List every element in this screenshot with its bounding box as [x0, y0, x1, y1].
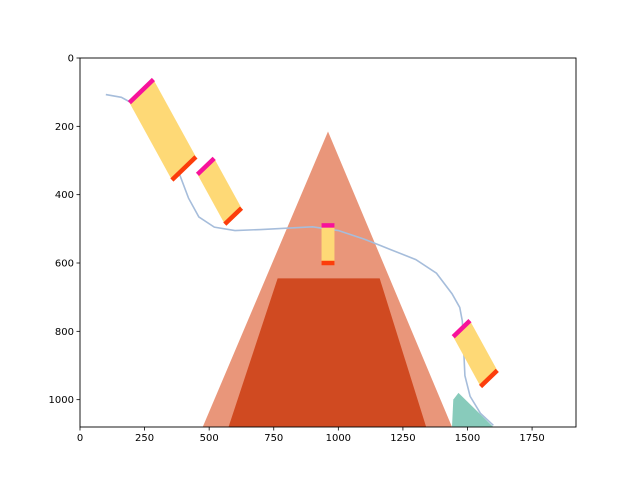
marker-body: [453, 320, 498, 387]
marker-body: [129, 79, 196, 180]
x-tick-label: 1250: [390, 433, 415, 444]
y-tick-label: 0: [68, 54, 74, 65]
y-tick-label: 1000: [49, 395, 74, 406]
x-tick-label: 0: [77, 433, 83, 444]
marker-body: [321, 225, 335, 263]
x-tick-label: 500: [200, 433, 219, 444]
x-axis: 0 250 500 750 1000 1250 1500 1750: [77, 427, 545, 444]
x-tick-label: 1000: [326, 433, 351, 444]
x-tick-label: 750: [264, 433, 283, 444]
y-axis: 0 200 400 600 800 1000: [49, 54, 80, 406]
marker-body: [197, 158, 242, 225]
y-tick-label: 800: [55, 327, 74, 338]
marker-1: [127, 77, 198, 182]
marker-back-cap: [223, 206, 244, 226]
marker-2: [195, 156, 244, 226]
marker-back-cap: [170, 155, 198, 182]
y-tick-label: 600: [55, 259, 74, 270]
marker-4: [451, 319, 499, 389]
markers-layer: [127, 77, 499, 389]
marker-front-cap: [195, 156, 216, 177]
corner-wedge: [452, 392, 494, 427]
plot-area: [105, 77, 499, 427]
marker-back-cap: [478, 368, 499, 389]
marker-front-cap: [451, 319, 472, 339]
x-tick-label: 1500: [455, 433, 480, 444]
x-tick-label: 250: [135, 433, 154, 444]
y-tick-label: 400: [55, 190, 74, 201]
axes-frame: [79, 57, 577, 428]
marker-front-cap: [127, 77, 155, 105]
x-tick-label: 1750: [519, 433, 544, 444]
marker-3: [321, 223, 335, 266]
y-tick-label: 200: [55, 122, 74, 133]
inner-trapezoid: [228, 278, 427, 427]
